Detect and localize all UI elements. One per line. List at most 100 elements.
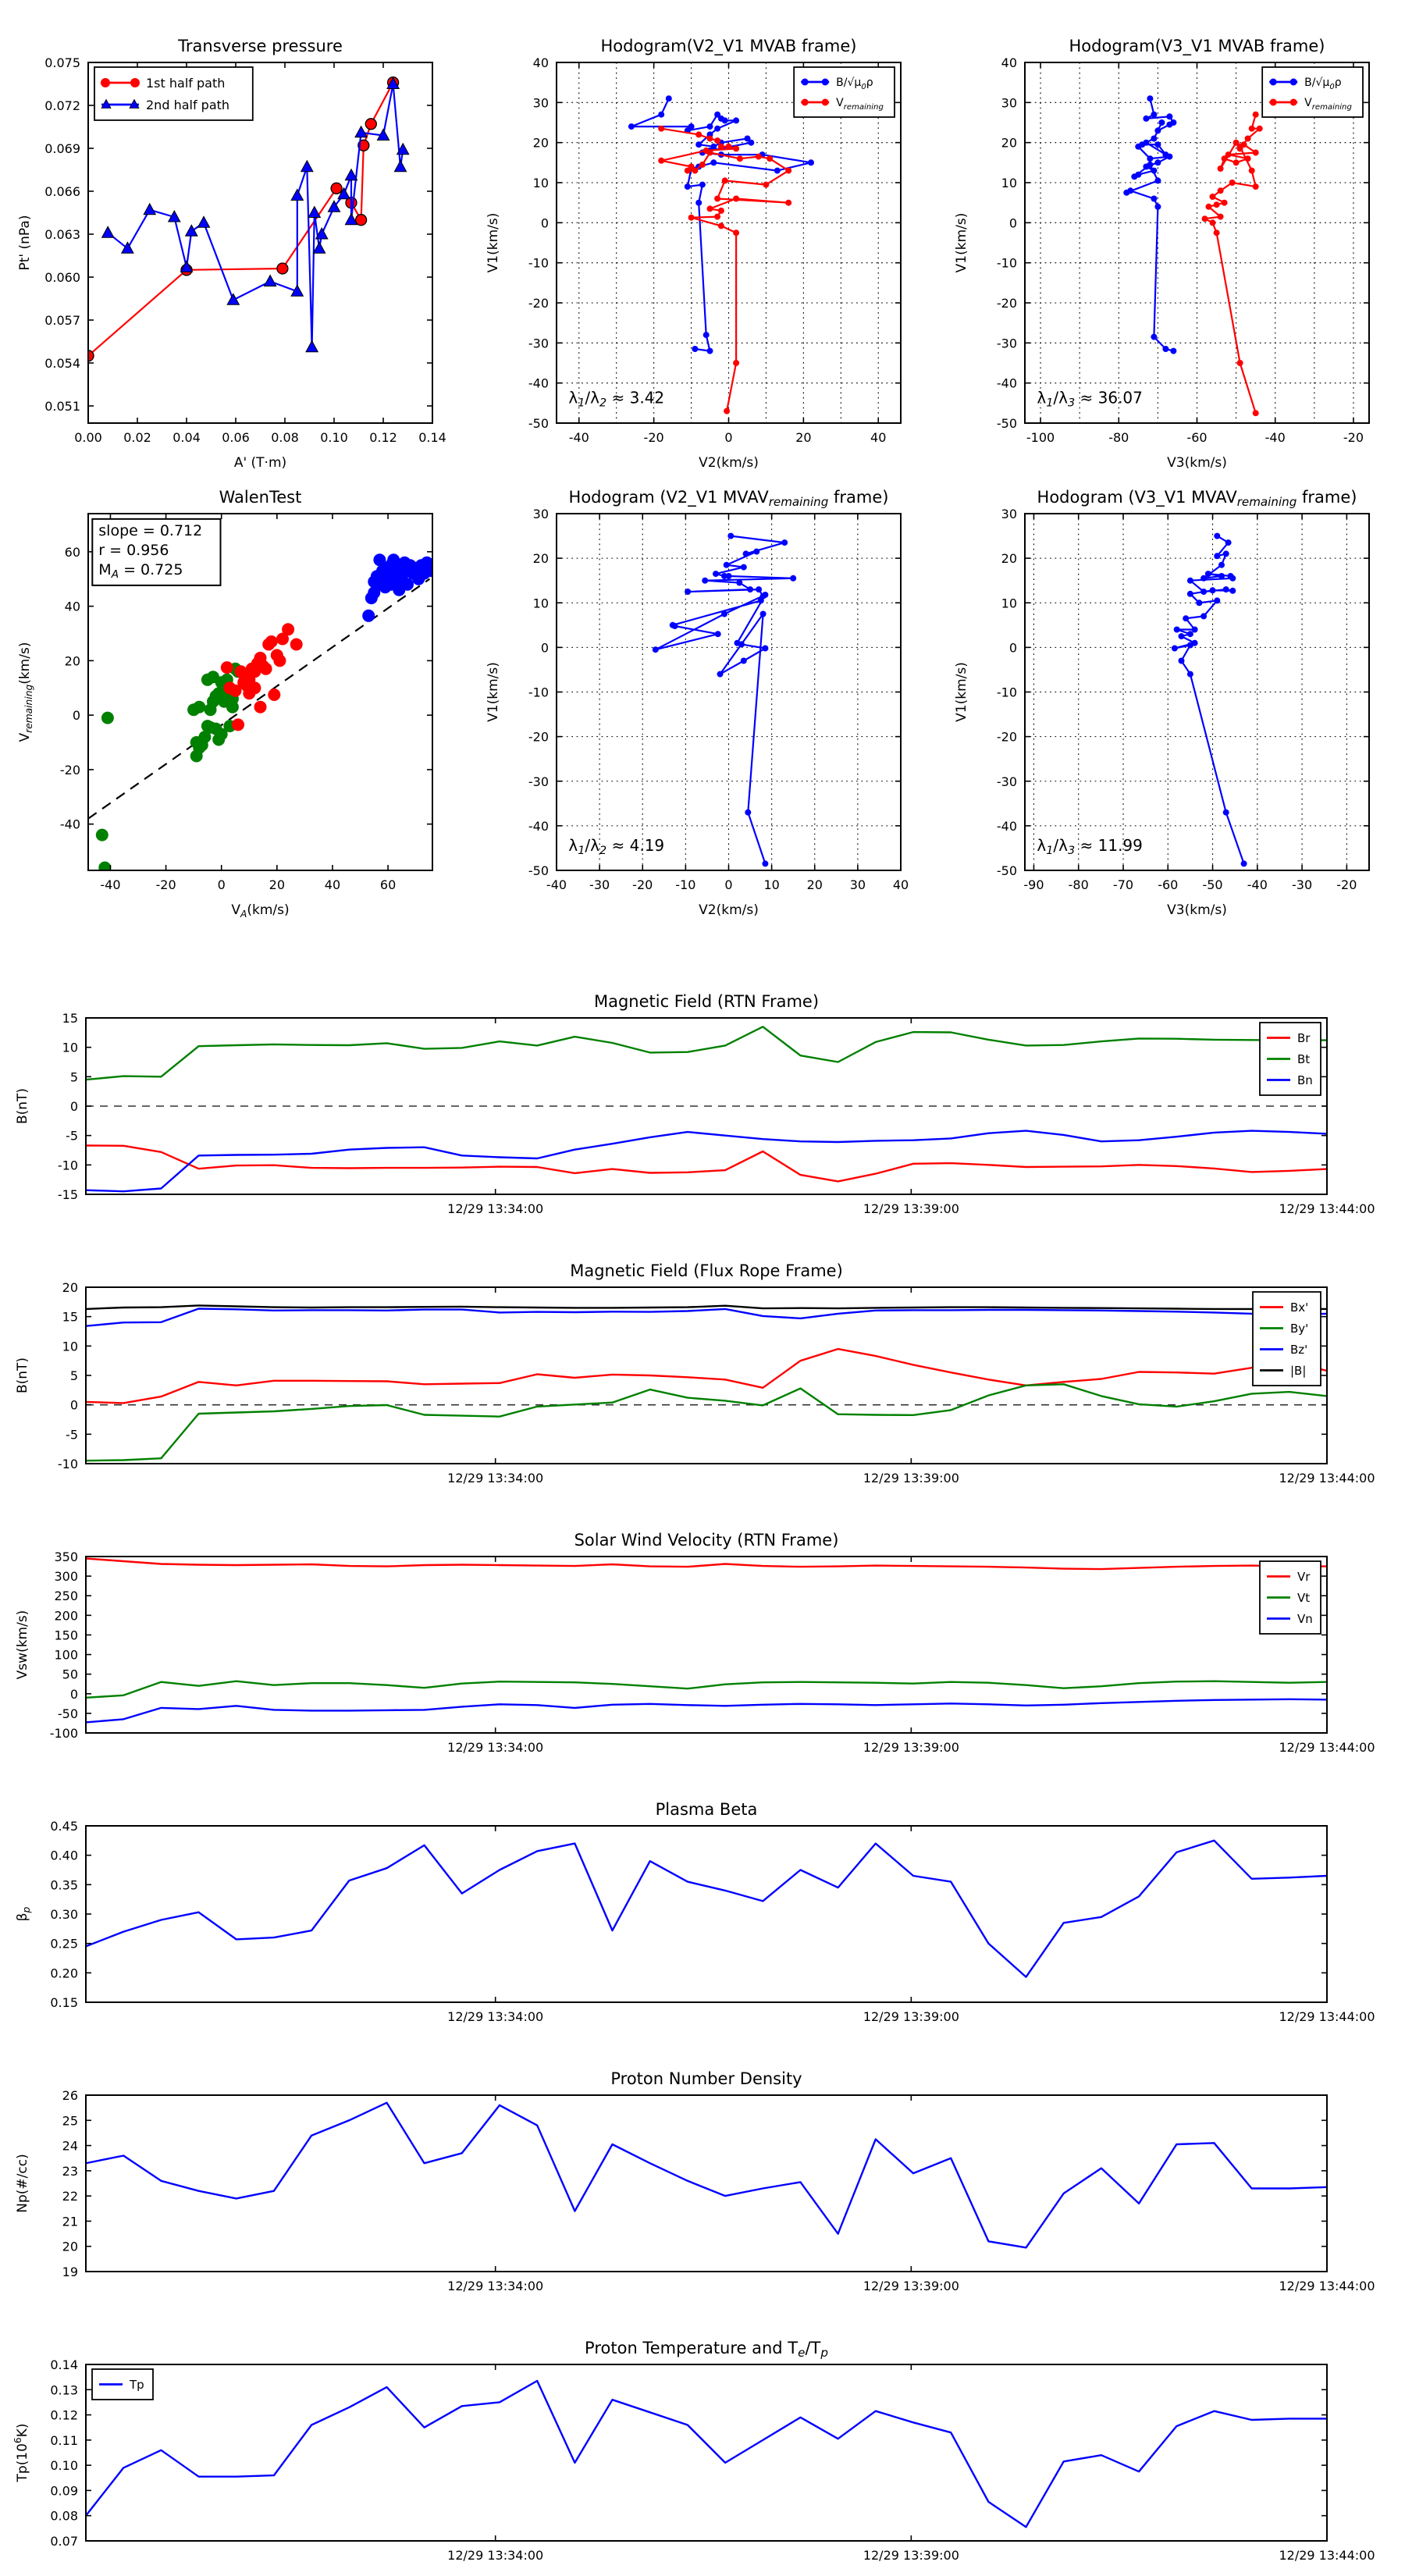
x-axis-label: A' (T·m): [234, 455, 286, 471]
chart-solar-wind-velocity: 12/29 13:34:00 12/29 13:39:00 12/29 13:44:…: [0, 1522, 1405, 1791]
svg-text:0: 0: [541, 215, 549, 230]
svg-text:-5: -5: [66, 1427, 78, 1442]
svg-text:Bt: Bt: [1297, 1052, 1310, 1066]
svg-text:-30: -30: [528, 774, 549, 789]
svg-text:-100: -100: [50, 1726, 78, 1741]
y-axis-label: B(nT): [15, 1357, 30, 1393]
svg-text:24: 24: [62, 2139, 78, 2154]
svg-text:Vremaining: Vremaining: [1304, 97, 1352, 112]
svg-text:-50: -50: [997, 416, 1017, 431]
svg-text:0.14: 0.14: [418, 430, 446, 445]
y-axis-label: Tp(106K): [12, 2423, 30, 2482]
y-axis-label: Pt' (nPa): [17, 215, 33, 271]
svg-text:-50: -50: [528, 863, 549, 878]
svg-text:2nd half path: 2nd half path: [146, 98, 229, 112]
grid: [557, 62, 901, 423]
chart-proton-temperature: 12/29 13:34:00 12/29 13:39:00 12/29 13:44:…: [0, 2330, 1405, 2576]
chart-canvas-10: 12/29 13:34:00 12/29 13:39:00 12/29 13:44:…: [15, 2069, 1375, 2293]
series-group: [86, 1304, 1327, 1462]
svg-text:23: 23: [62, 2164, 78, 2179]
series-Bt: [86, 1026, 1327, 1081]
ticks: [556, 513, 902, 871]
svg-text:200: 200: [54, 1608, 78, 1623]
svg-text:0: 0: [70, 1687, 78, 1702]
svg-text:0.069: 0.069: [44, 141, 80, 156]
svg-text:-30: -30: [997, 336, 1017, 350]
svg-text:-5: -5: [66, 1129, 78, 1144]
legend: Bx' By' Bz' |B|: [1252, 1291, 1321, 1386]
svg-text:12/29 13:44:00: 12/29 13:44:00: [1279, 1471, 1375, 1485]
series-group: [1123, 95, 1263, 417]
svg-text:-20: -20: [528, 730, 549, 745]
svg-text:0.20: 0.20: [50, 1966, 78, 1980]
axes-box: [85, 1556, 1328, 1734]
svg-text:20: 20: [1001, 136, 1017, 151]
svg-text:0.09: 0.09: [50, 2483, 78, 2498]
svg-text:350: 350: [54, 1550, 78, 1564]
svg-text:60: 60: [65, 545, 80, 560]
series-Vn: [86, 1698, 1327, 1724]
chart-canvas-9: 12/29 13:34:00 12/29 13:39:00 12/29 13:44:…: [15, 1800, 1375, 2024]
annotation: λ1/λ3 ≈ 36.07: [1037, 389, 1142, 410]
svg-text:0.12: 0.12: [50, 2408, 78, 2423]
svg-text:-10: -10: [58, 1158, 78, 1172]
ticks: [86, 2364, 1328, 2542]
svg-text:40: 40: [65, 600, 80, 614]
svg-text:12/29 13:44:00: 12/29 13:44:00: [1279, 2548, 1375, 2563]
chart-hodogram-v3v1-mvav: -90 -80 -70 -60 -50 -40 -30 -20 -50 -40 -30 -20 -10 0…: [937, 476, 1405, 980]
svg-text:-30: -30: [1292, 877, 1312, 892]
chart-magnetic-field-flux-rope: 12/29 13:34:00 12/29 13:39:00 12/29 13:44:…: [0, 1253, 1405, 1522]
svg-text:50: 50: [62, 1667, 78, 1682]
svg-text:-10: -10: [997, 685, 1017, 700]
ticks: [86, 2094, 1328, 2272]
svg-text:10: 10: [62, 1339, 78, 1354]
info-box: slope = 0.712 r = 0.956 MA = 0.725: [91, 518, 222, 586]
svg-text:-60: -60: [1186, 430, 1207, 445]
svg-text:-40: -40: [546, 877, 567, 892]
svg-text:-100: -100: [1026, 430, 1055, 445]
svg-text:-30: -30: [528, 336, 549, 350]
ticks: [1025, 62, 1369, 424]
svg-text:Vt: Vt: [1297, 1591, 1310, 1605]
svg-text:40: 40: [893, 877, 909, 892]
axes-box: [85, 1286, 1328, 1464]
x-axis-label: V2(km/s): [699, 902, 759, 918]
chart-title: Proton Temperature and Te/Tp: [585, 2339, 828, 2360]
ticks: [88, 514, 432, 870]
legend: Tp: [91, 2368, 154, 2400]
svg-text:-20: -20: [528, 296, 549, 311]
chart-canvas-2: -100 -80 -60 -40 -20-50-40-30-20-10010203040…: [954, 37, 1370, 471]
chart-title: WalenTest: [219, 488, 302, 507]
svg-text:0: 0: [1009, 215, 1017, 230]
svg-text:-50: -50: [528, 416, 549, 431]
chart-hodogram-v3v1-mvab: -100 -80 -60 -40 -20 -50 -40 -30 -20 -10 0 10 20 30 40…: [937, 8, 1405, 476]
chart-transverse-pressure: 0.00 0.02 0.04 0.06 0.08 0.10 0.12 0.14 0.051 0.0…: [0, 8, 468, 476]
series-Br: [86, 1144, 1327, 1183]
chart-hodogram-v2v1-mvav: -40 -30 -20 -10 0 10 20 30 40 -50 -40 -30 -20 -10 0 10 2…: [468, 476, 937, 980]
series-Np: [86, 2101, 1327, 2249]
svg-text:250: 250: [54, 1589, 78, 1603]
svg-text:-40: -40: [997, 819, 1017, 834]
chart-walen-test: -40 -20 0 20 40 60 -40 -20 0 20 40 60 WalenTest VA(km…: [0, 476, 468, 980]
svg-text:-10: -10: [675, 877, 695, 892]
svg-text:10: 10: [533, 596, 549, 610]
svg-text:40: 40: [533, 55, 549, 70]
svg-text:0.06: 0.06: [222, 430, 250, 445]
svg-text:0.15: 0.15: [50, 1995, 78, 2010]
svg-text:0.30: 0.30: [50, 1907, 78, 1922]
svg-text:10: 10: [763, 877, 779, 892]
annotation: λ1/λ3 ≈ 11.99: [1037, 836, 1142, 857]
svg-text:-60: -60: [1158, 877, 1178, 892]
chart-title: Magnetic Field (Flux Rope Frame): [570, 1261, 843, 1280]
axes-box: [85, 1825, 1328, 2003]
series-Bz-prime: [86, 1308, 1327, 1327]
svg-text:0.45: 0.45: [50, 1819, 78, 1834]
svg-text:Bx': Bx': [1290, 1300, 1308, 1315]
chart-title: Proton Number Density: [610, 2069, 802, 2088]
svg-text:40: 40: [325, 877, 340, 892]
svg-text:20: 20: [807, 877, 823, 892]
series-group: [88, 76, 410, 362]
chart-canvas-7: 12/29 13:34:00 12/29 13:39:00 12/29 13:44:…: [15, 1261, 1375, 1485]
svg-text:0.08: 0.08: [50, 2509, 78, 2524]
